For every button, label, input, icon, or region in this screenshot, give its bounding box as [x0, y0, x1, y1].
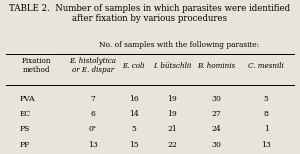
Text: 14: 14 — [129, 110, 139, 118]
Text: 21: 21 — [167, 125, 177, 133]
Text: 6: 6 — [90, 110, 95, 118]
Text: PF: PF — [19, 141, 29, 149]
Text: 19: 19 — [167, 110, 177, 118]
Text: PS: PS — [19, 125, 29, 133]
Text: E. coli: E. coli — [123, 62, 145, 70]
Text: 30: 30 — [211, 141, 221, 149]
Text: Fixation
method: Fixation method — [22, 57, 52, 74]
Text: C. mesnili: C. mesnili — [248, 62, 284, 70]
Text: B. hominis: B. hominis — [197, 62, 235, 70]
Text: 13: 13 — [88, 141, 98, 149]
Text: 8: 8 — [264, 110, 268, 118]
Text: 22: 22 — [167, 141, 177, 149]
Text: 27: 27 — [211, 110, 221, 118]
Text: No. of samples with the following parasite:: No. of samples with the following parasi… — [99, 41, 260, 49]
Text: 5: 5 — [264, 95, 268, 103]
Text: I. bütschlii: I. bütschlii — [153, 62, 191, 70]
Text: EC: EC — [19, 110, 30, 118]
Text: 1: 1 — [264, 125, 268, 133]
Text: 24: 24 — [211, 125, 221, 133]
Text: 13: 13 — [261, 141, 271, 149]
Text: 5: 5 — [131, 125, 136, 133]
Text: 16: 16 — [129, 95, 139, 103]
Text: 0ᵃ: 0ᵃ — [89, 125, 97, 133]
Text: 15: 15 — [129, 141, 139, 149]
Text: E. histolytica
or E. dispar: E. histolytica or E. dispar — [69, 57, 116, 74]
Text: 30: 30 — [211, 95, 221, 103]
Text: TABLE 2.  Number of samples in which parasites were identified
after fixation by: TABLE 2. Number of samples in which para… — [9, 4, 291, 23]
Text: 7: 7 — [90, 95, 95, 103]
Text: PVA: PVA — [19, 95, 35, 103]
Text: 19: 19 — [167, 95, 177, 103]
